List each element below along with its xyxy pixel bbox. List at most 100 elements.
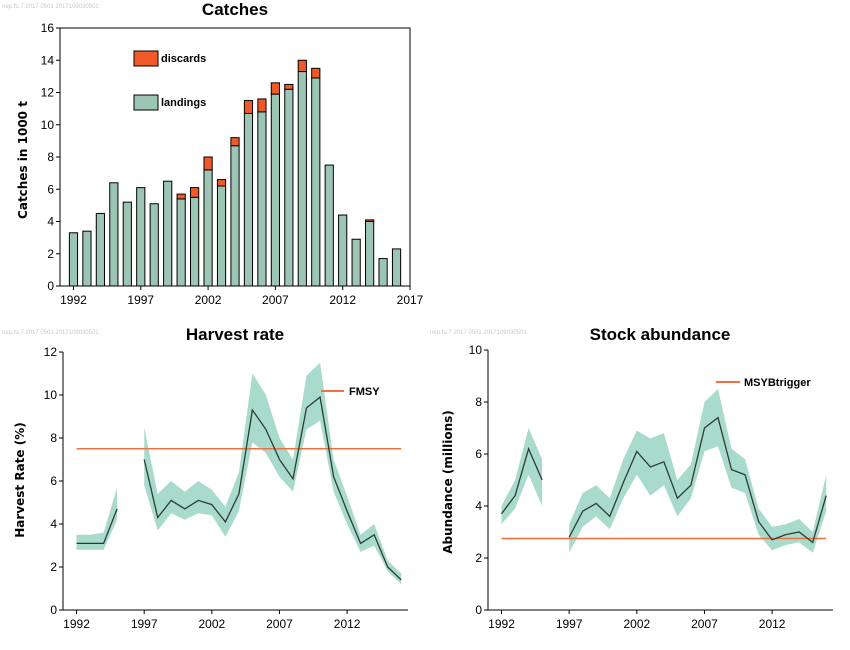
abundance-confidence-band — [501, 428, 543, 525]
harvest-y-tick-label: 2 — [50, 560, 57, 574]
harvest-y-tick-label: 8 — [50, 431, 57, 445]
catches-y-tick-label: 8 — [47, 150, 54, 164]
harvest-y-tick-label: 12 — [44, 345, 58, 359]
catches-x-ticks: 1992 1997 2002 2007 2012 2017 — [60, 286, 424, 307]
abundance-y-tick-label: 10 — [469, 343, 483, 357]
catches-chart: nep.fu.7 2017 0501 2017109030501 Catches… — [2, 0, 424, 307]
catches-y-tick-label: 10 — [41, 118, 55, 132]
legend-label-fmsy: FMSY — [349, 386, 380, 398]
harvest-y-tick-label: 4 — [50, 517, 57, 531]
catches-x-tick-label: 2012 — [329, 293, 356, 307]
discards-bar — [270, 82, 280, 95]
landings-bar — [311, 77, 321, 287]
abundance-y-tick-label: 2 — [475, 551, 482, 565]
landings-bar — [68, 232, 79, 287]
abundance-watermark: nep.fu.7 2017 0501 2017109030501 — [430, 330, 527, 336]
stock-abundance-chart: nep.fu.7 2017 0501 2017109030501 Stock a… — [430, 325, 833, 631]
catches-y-tick-label: 14 — [41, 53, 55, 67]
discards-bar — [190, 187, 200, 198]
harvest-title: Harvest rate — [186, 325, 284, 344]
harvest-estimate-line — [143, 395, 402, 581]
landings-bar — [324, 164, 334, 287]
discards-bar — [216, 179, 227, 187]
legend-label-landings: landings — [161, 97, 206, 109]
harvest-x-tick-label: 2012 — [334, 617, 361, 631]
landings-bar — [297, 71, 307, 287]
catches-plot-frame — [59, 27, 411, 287]
catches-y-tick-label: 12 — [41, 86, 55, 100]
landings-bar — [163, 180, 173, 287]
abundance-x-tick-label: 1997 — [556, 617, 583, 631]
harvest-y-tick-label: 0 — [50, 603, 57, 617]
legend-label-msybtrigger: MSYBtrigger — [744, 377, 811, 389]
landings-bar — [243, 112, 254, 287]
landings-bar — [82, 230, 92, 287]
landings-bar — [378, 258, 388, 287]
legend-swatch-landings — [133, 94, 159, 111]
catches-title: Catches — [202, 0, 268, 19]
harvest-y-axis-label: Harvest Rate (%) — [13, 422, 27, 537]
abundance-plot-area: 0 2 4 6 8 10 1992 1997 2002 2007 2012 — [469, 343, 833, 631]
harvest-legend: FMSY — [321, 386, 380, 398]
catches-watermark: nep.fu.7 2017 0501 2017109030501 — [2, 4, 99, 10]
harvest-x-tick-label: 1992 — [63, 617, 90, 631]
discards-bar — [176, 193, 186, 200]
harvest-rate-chart: nep.fu.7 2017 0501 2017109030501 Harvest… — [2, 325, 408, 631]
abundance-y-tick-label: 6 — [475, 447, 482, 461]
harvest-y-tick-label: 6 — [50, 474, 57, 488]
catches-bars — [68, 59, 402, 287]
abundance-confidence-band — [569, 389, 827, 553]
abundance-x-tick-label: 2007 — [691, 617, 718, 631]
catches-x-tick-label: 2017 — [397, 293, 424, 307]
catches-y-tick-label: 16 — [41, 21, 55, 35]
harvest-x-tick-label: 1997 — [131, 617, 158, 631]
discards-bar — [203, 156, 213, 171]
abundance-title: Stock abundance — [590, 325, 731, 344]
harvest-confidence-band — [76, 487, 118, 550]
harvest-watermark: nep.fu.7 2017 0501 2017109030501 — [2, 330, 99, 336]
harvest-x-tick-label: 2002 — [198, 617, 225, 631]
harvest-x-tick-label: 2007 — [266, 617, 293, 631]
catches-y-tick-label: 0 — [47, 279, 54, 293]
landings-bar — [338, 214, 348, 287]
landings-bar — [284, 88, 294, 287]
catches-y-tick-label: 4 — [47, 215, 54, 229]
catches-y-tick-label: 6 — [47, 182, 54, 196]
landings-bar — [216, 185, 227, 287]
landings-bar — [391, 248, 402, 287]
landings-bar — [351, 238, 361, 287]
catches-y-ticks: 0 2 4 6 8 10 12 14 16 — [41, 21, 60, 293]
abundance-x-tick-label: 2012 — [759, 617, 786, 631]
discards-bar — [311, 67, 321, 79]
landings-bar — [230, 145, 240, 287]
catches-legend: discards landings — [133, 50, 206, 111]
abundance-y-tick-label: 8 — [475, 395, 482, 409]
discards-bar — [284, 83, 294, 90]
catches-y-axis-label: Catches in 1000 t — [16, 101, 30, 219]
catches-x-tick-label: 2007 — [262, 293, 289, 307]
abundance-y-tick-label: 4 — [475, 499, 482, 513]
discards-bar — [243, 100, 254, 114]
landings-bar — [149, 203, 159, 287]
harvest-y-tick-label: 10 — [44, 388, 58, 402]
catches-x-tick-label: 1992 — [60, 293, 87, 307]
landings-bar — [365, 221, 375, 287]
discards-bar — [230, 137, 240, 147]
harvest-plot-area: 0 2 4 6 8 10 12 1992 1997 2002 2007 2012 — [44, 345, 408, 631]
legend-label-discards: discards — [161, 53, 206, 65]
abundance-x-tick-label: 2002 — [623, 617, 650, 631]
abundance-y-tick-label: 0 — [475, 603, 482, 617]
landings-bar — [109, 182, 119, 287]
abundance-estimate-line — [568, 416, 827, 544]
catches-x-tick-label: 1997 — [127, 293, 154, 307]
discards-bar — [297, 59, 307, 73]
landings-bar — [136, 187, 146, 287]
abundance-estimate-line — [500, 446, 543, 515]
abundance-legend: MSYBtrigger — [716, 377, 811, 389]
landings-bar — [203, 169, 213, 287]
landings-bar — [95, 212, 105, 287]
catches-x-tick-label: 2002 — [195, 293, 222, 307]
abundance-x-tick-label: 1992 — [488, 617, 515, 631]
landings-bar — [176, 198, 186, 287]
